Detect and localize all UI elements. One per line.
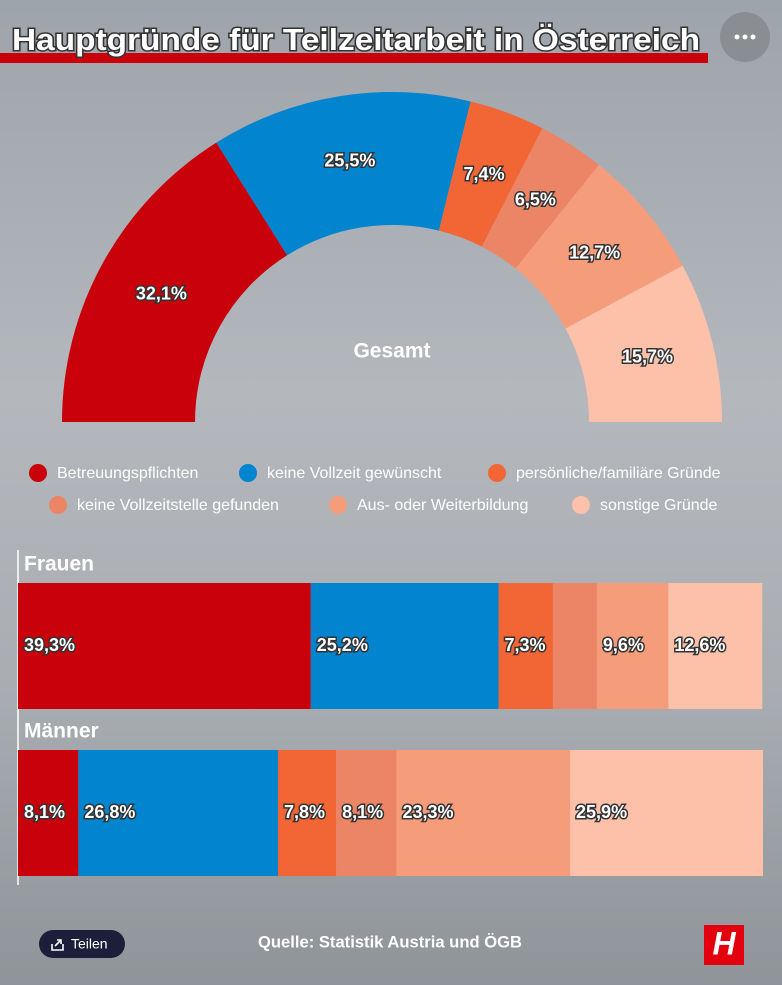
bar-segment (278, 750, 337, 876)
value-label: 23,3% (402, 802, 453, 822)
value-label: 6,5% (515, 190, 556, 210)
menu-button[interactable] (720, 12, 770, 62)
value-label: 25,5% (324, 151, 375, 171)
menu-dot (734, 34, 740, 40)
value-label: 32,1% (136, 283, 187, 303)
category-label: Männer (24, 720, 99, 743)
legend-label: persönliche/familiäre Gründe (516, 465, 721, 482)
value-label: 7,8% (284, 802, 325, 822)
arc-segment (438, 101, 543, 247)
title-underline (0, 53, 708, 63)
logo: H (712, 925, 736, 961)
value-label: 12,7% (569, 242, 620, 262)
legend-label: sonstige Gründe (600, 497, 718, 514)
share-bg[interactable] (39, 930, 125, 958)
arc-segment (515, 164, 683, 329)
legend-marker (329, 496, 347, 514)
bar-segment (570, 750, 763, 876)
bar-segment (18, 750, 79, 876)
bar-segment (78, 750, 279, 876)
value-label: 25,2% (317, 635, 368, 655)
value-label: 39,3% (24, 635, 75, 655)
value-label: 7,4% (464, 164, 505, 184)
value-label: 26,8% (84, 802, 135, 822)
share-icon (51, 939, 64, 951)
value-label: 7,3% (505, 635, 546, 655)
legend-marker (239, 464, 257, 482)
logo-bg (704, 925, 744, 965)
legend-marker (29, 464, 47, 482)
menu-dot (750, 34, 756, 40)
value-label: 25,9% (576, 802, 627, 822)
share-button[interactable]: Teilen (39, 930, 125, 958)
bar-segment (552, 583, 597, 709)
source: Quelle: Statistik Austria und ÖGB (258, 932, 522, 951)
legend-label: Aus- oder Weiterbildung (357, 497, 528, 514)
legend-label: keine Vollzeit gewünscht (267, 465, 442, 482)
value-label: 8,1% (342, 802, 383, 822)
legend-marker (572, 496, 590, 514)
share-label[interactable]: Teilen (71, 936, 108, 952)
legend-marker (49, 496, 67, 514)
bar-segment (668, 583, 763, 709)
category-label: Frauen (24, 553, 94, 576)
legend-label: keine Vollzeitstelle gefunden (77, 497, 279, 514)
value-label: 12,6% (674, 635, 725, 655)
arc-segment (565, 265, 722, 422)
menu-dot (742, 34, 748, 40)
legend-marker (488, 464, 506, 482)
bar-segment (310, 583, 499, 709)
bar-segment (396, 750, 571, 876)
value-label: 8,1% (24, 802, 65, 822)
bar-segment (596, 583, 669, 709)
legend-label: Betreuungspflichten (57, 465, 198, 482)
value-label: 15,7% (622, 346, 673, 366)
bar-segment (18, 583, 311, 709)
bar-segment (336, 750, 397, 876)
arc-segment (62, 142, 288, 422)
chart-title: Hauptgründe für Teilzeitarbeit in Österr… (12, 22, 700, 57)
bar-segment (498, 583, 553, 709)
arc-segment (216, 92, 471, 256)
center-label: Gesamt (353, 340, 430, 363)
value-label: 9,6% (603, 635, 644, 655)
arc-segment (481, 128, 599, 269)
